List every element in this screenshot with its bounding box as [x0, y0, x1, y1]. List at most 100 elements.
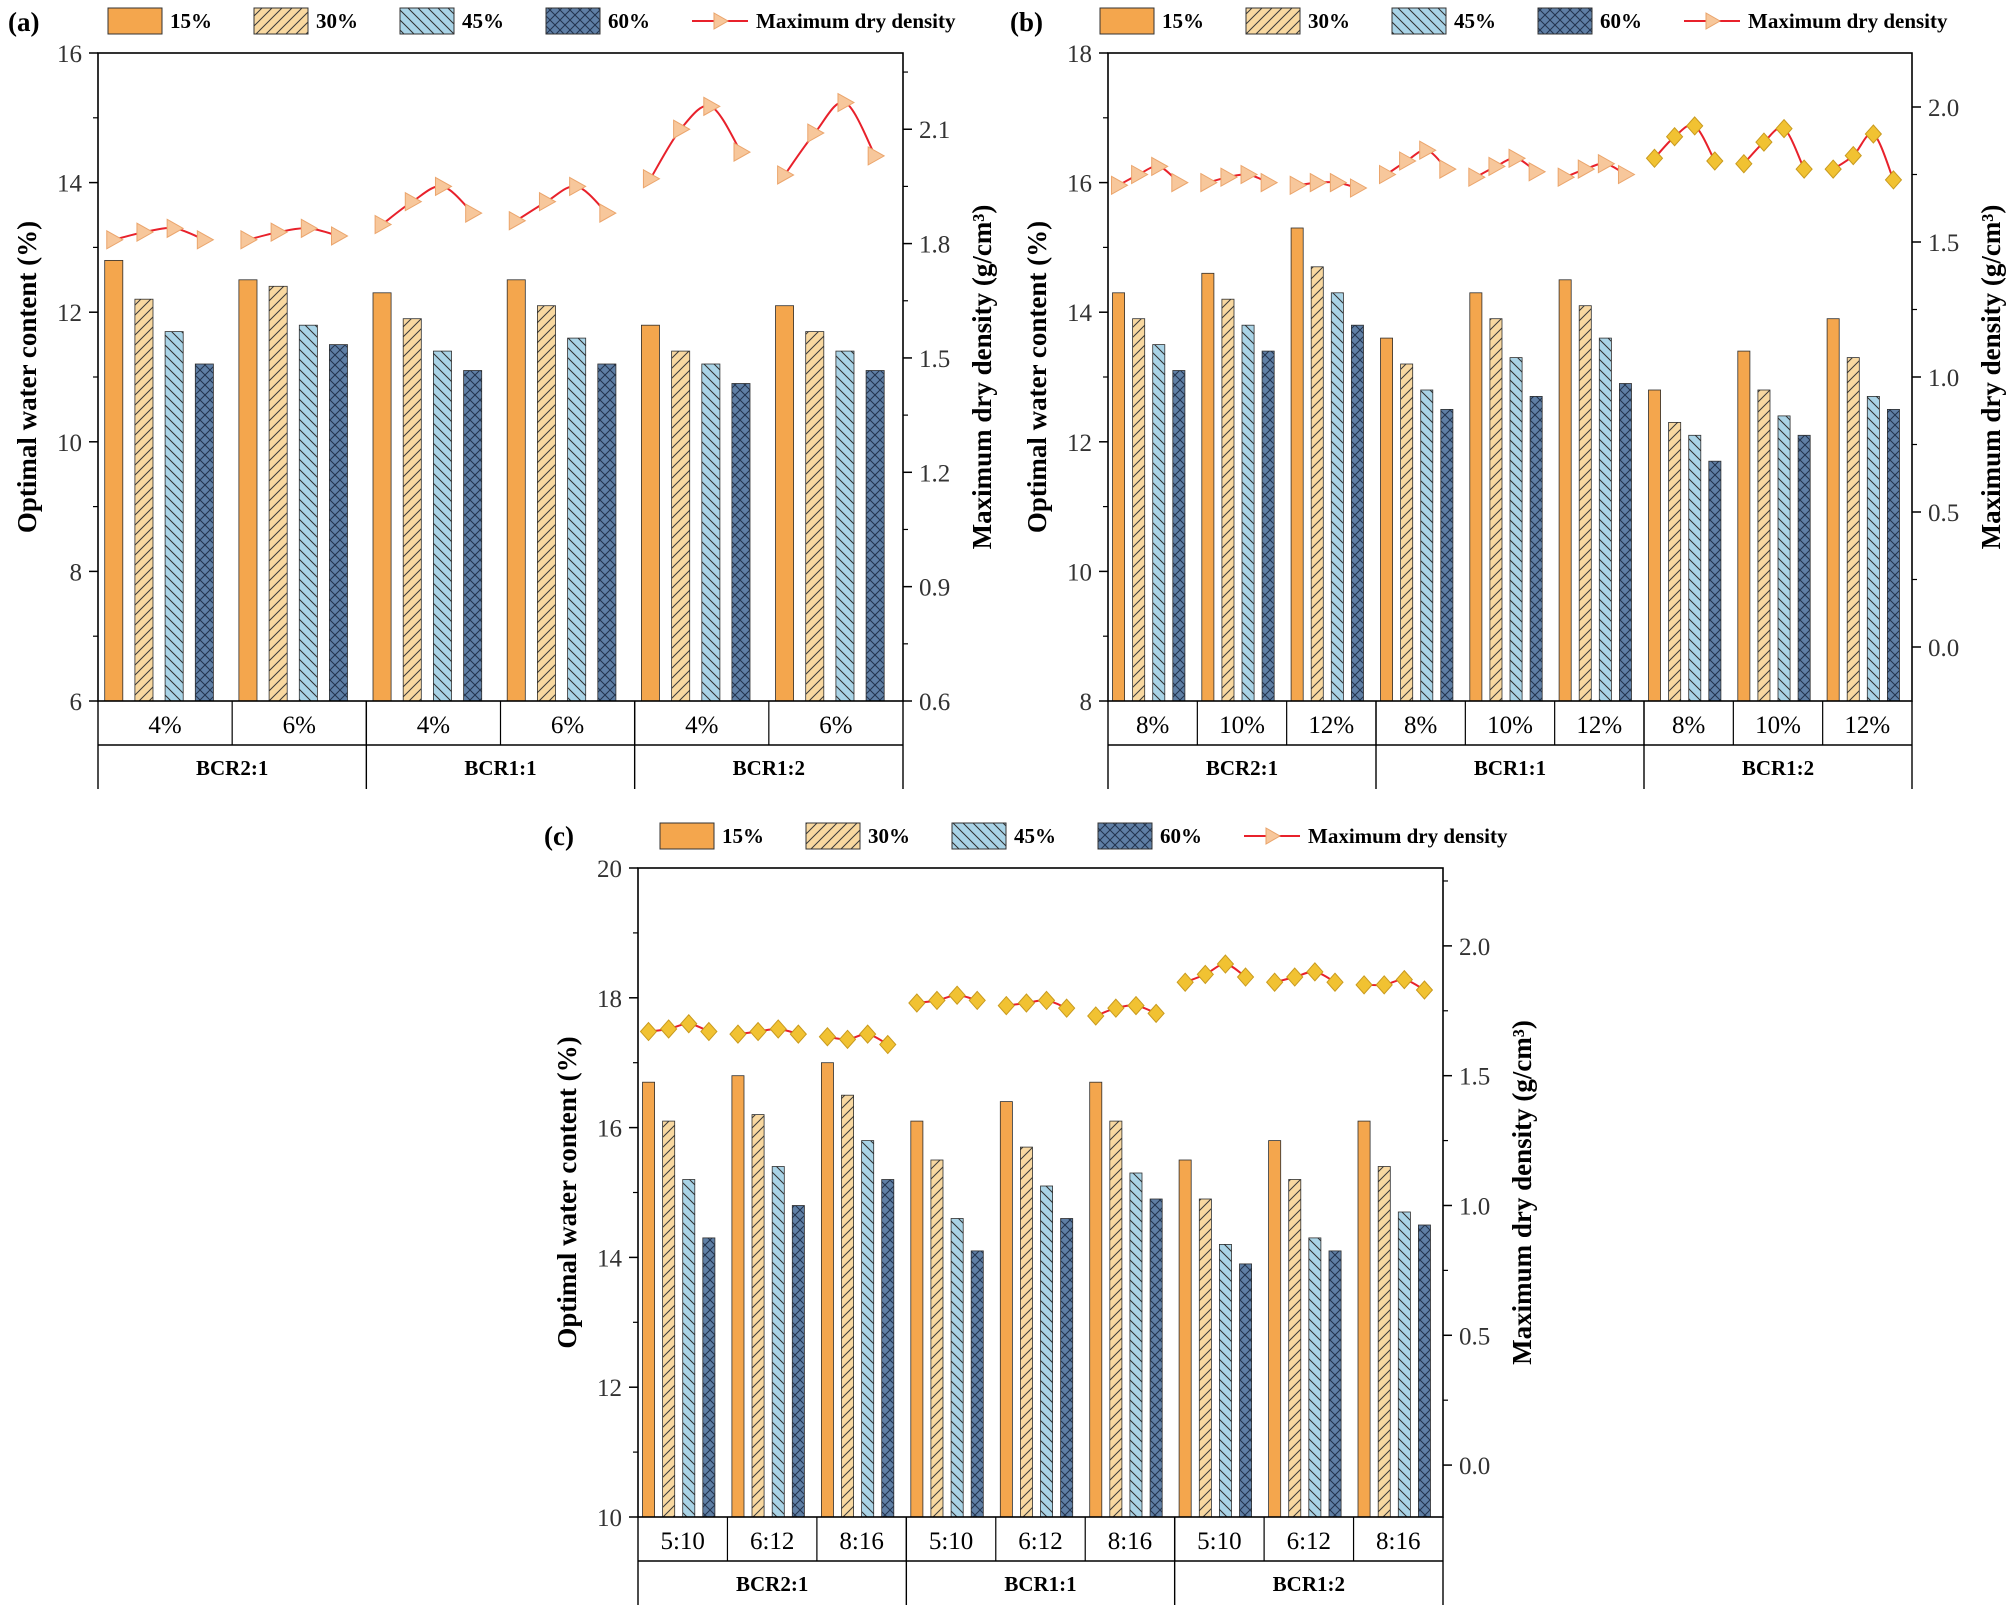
group-label: BCR2:1 [1206, 756, 1278, 780]
density-point-4-0 [1468, 167, 1486, 188]
category-label: 8% [1672, 712, 1705, 739]
category-label: 10% [1219, 712, 1265, 739]
right-axis: 0.0 0.5 1.0 1.5 2.0 Maximum dry density (g/cm… [1912, 95, 2006, 662]
density-point-1-2 [769, 1019, 787, 1039]
density-line-8 [1832, 132, 1895, 181]
density-point-1-0 [240, 229, 258, 250]
density-line-5 [783, 101, 877, 176]
legend-label-density: Maximum dry density [1748, 9, 1948, 33]
density-line-5 [1095, 1004, 1157, 1017]
bar-30pct-0 [134, 298, 154, 702]
left-tick-label: 10 [57, 430, 82, 457]
right-tick-label: 0.9 [919, 575, 950, 602]
bar-60pct-3 [970, 1250, 984, 1518]
legend-swatch-30pct [805, 822, 861, 850]
panel-c-chart: (c) 15% 30% 45% 60% Maximum dry density 10 12 14… [544, 821, 1537, 1605]
bar-15pct-5 [775, 305, 795, 702]
density-point-0-0 [106, 229, 124, 250]
density-point-0-0 [639, 1021, 658, 1042]
density-point-2-1 [404, 191, 423, 212]
right-tick-label: 1.5 [1928, 230, 1959, 257]
density-point-4-2 [703, 96, 721, 117]
density-point-1-1 [270, 222, 289, 243]
density-point-4-3 [733, 142, 752, 162]
legend: 15% 30% 45% 60% Maximum dry density [659, 822, 1508, 850]
legend: 15% 30% 45% 60% Maximum dry density [107, 7, 956, 35]
density-point-3-1 [538, 191, 557, 212]
right-tick-label: 1.0 [1459, 1193, 1490, 1220]
bar-60pct-8 [1887, 408, 1900, 702]
legend-marker [1705, 12, 1722, 30]
bar-45pct-1 [298, 324, 318, 702]
density-point-1-1 [1220, 167, 1238, 188]
bars [104, 259, 885, 702]
bar-15pct-3 [506, 279, 526, 702]
legend-label-60pct: 60% [608, 9, 650, 33]
density-point-7-0 [1735, 153, 1753, 174]
density-point-8-2 [1395, 969, 1413, 990]
bar-30pct-1 [268, 285, 288, 702]
category-table: 5:10 6:12 8:16 5:10 6:12 8:16 5:10 6:12 8:16 BCR2… [637, 1517, 1444, 1605]
bar-45pct-3 [567, 337, 587, 702]
bar-15pct-4 [999, 1101, 1013, 1518]
legend-swatch-30pct [253, 7, 309, 35]
right-tick-label: 0.0 [1928, 635, 1959, 662]
density-point-3-0 [508, 210, 527, 231]
density-point-6-3 [1706, 151, 1724, 171]
group-label: BCR1:2 [1742, 756, 1814, 780]
density-line-7 [1743, 126, 1806, 170]
density-point-6-0 [1176, 972, 1194, 992]
right-tick-label: 0.0 [1459, 1453, 1490, 1480]
density-point-0-3 [196, 229, 215, 250]
bar-30pct-4 [1020, 1146, 1033, 1518]
bar-30pct-3 [930, 1159, 944, 1518]
bar-15pct-6 [1648, 389, 1662, 702]
density-line-2 [1297, 181, 1358, 189]
left-axis-title: Optimal water content (%) [552, 1036, 582, 1348]
density-point-3-3 [599, 203, 617, 223]
legend-swatch-15pct [1099, 7, 1155, 35]
bar-30pct-6 [1198, 1198, 1212, 1518]
density-point-0-3 [700, 1021, 718, 1042]
density-point-5-0 [777, 165, 795, 185]
bar-60pct-7 [1328, 1250, 1342, 1518]
density-point-8-0 [1355, 975, 1373, 995]
legend-label-60pct: 60% [1160, 824, 1202, 848]
density-point-4-3 [1057, 998, 1076, 1018]
legend-label-density: Maximum dry density [1308, 824, 1508, 848]
bar-60pct-2 [1351, 324, 1364, 702]
legend-label-45pct: 45% [462, 9, 504, 33]
density-point-5-3 [1617, 164, 1636, 185]
left-tick-label: 12 [57, 300, 82, 327]
legend-label-density: Maximum dry density [756, 9, 956, 33]
legend-label-30pct: 30% [316, 9, 358, 33]
density-point-2-3 [1349, 178, 1368, 198]
legend-swatch-60pct [545, 7, 601, 35]
left-tick-label: 10 [597, 1505, 622, 1532]
density-line-1 [737, 1027, 799, 1036]
density-point-0-3 [1171, 172, 1189, 193]
density-point-3-3 [1439, 159, 1457, 179]
category-label: 5:10 [929, 1528, 973, 1555]
category-label: 6:12 [1018, 1528, 1062, 1555]
left-tick-label: 12 [1067, 430, 1092, 457]
bar-60pct-5 [865, 370, 885, 702]
legend-marker [713, 12, 730, 30]
left-tick-label: 14 [597, 1245, 623, 1272]
legend-swatch-15pct [107, 7, 163, 35]
right-tick-label: 1.8 [919, 232, 950, 259]
density-point-1-0 [729, 1024, 747, 1044]
density-point-0-2 [1151, 156, 1169, 177]
density-point-2-3 [465, 203, 483, 223]
density-point-3-2 [1419, 140, 1437, 161]
bar-30pct-5 [1578, 305, 1592, 702]
category-table: 8% 10% 12% 8% 10% 12% 8% 10% 12% BCR2:1 BCR1:1 BCR1… [1107, 701, 1913, 789]
bar-15pct-2 [372, 292, 392, 702]
legend-label-30pct: 30% [868, 824, 910, 848]
panel-a-chart: (a) 15% 30% 45% 60% Maximum dry density 6 8 10 12… [8, 7, 997, 789]
bar-15pct-5 [1089, 1081, 1103, 1518]
density-point-4-2 [1037, 990, 1056, 1011]
left-tick-label: 10 [1067, 559, 1092, 586]
left-axis: 8 10 12 14 16 18 Optimal water content (%) [1022, 41, 1108, 716]
